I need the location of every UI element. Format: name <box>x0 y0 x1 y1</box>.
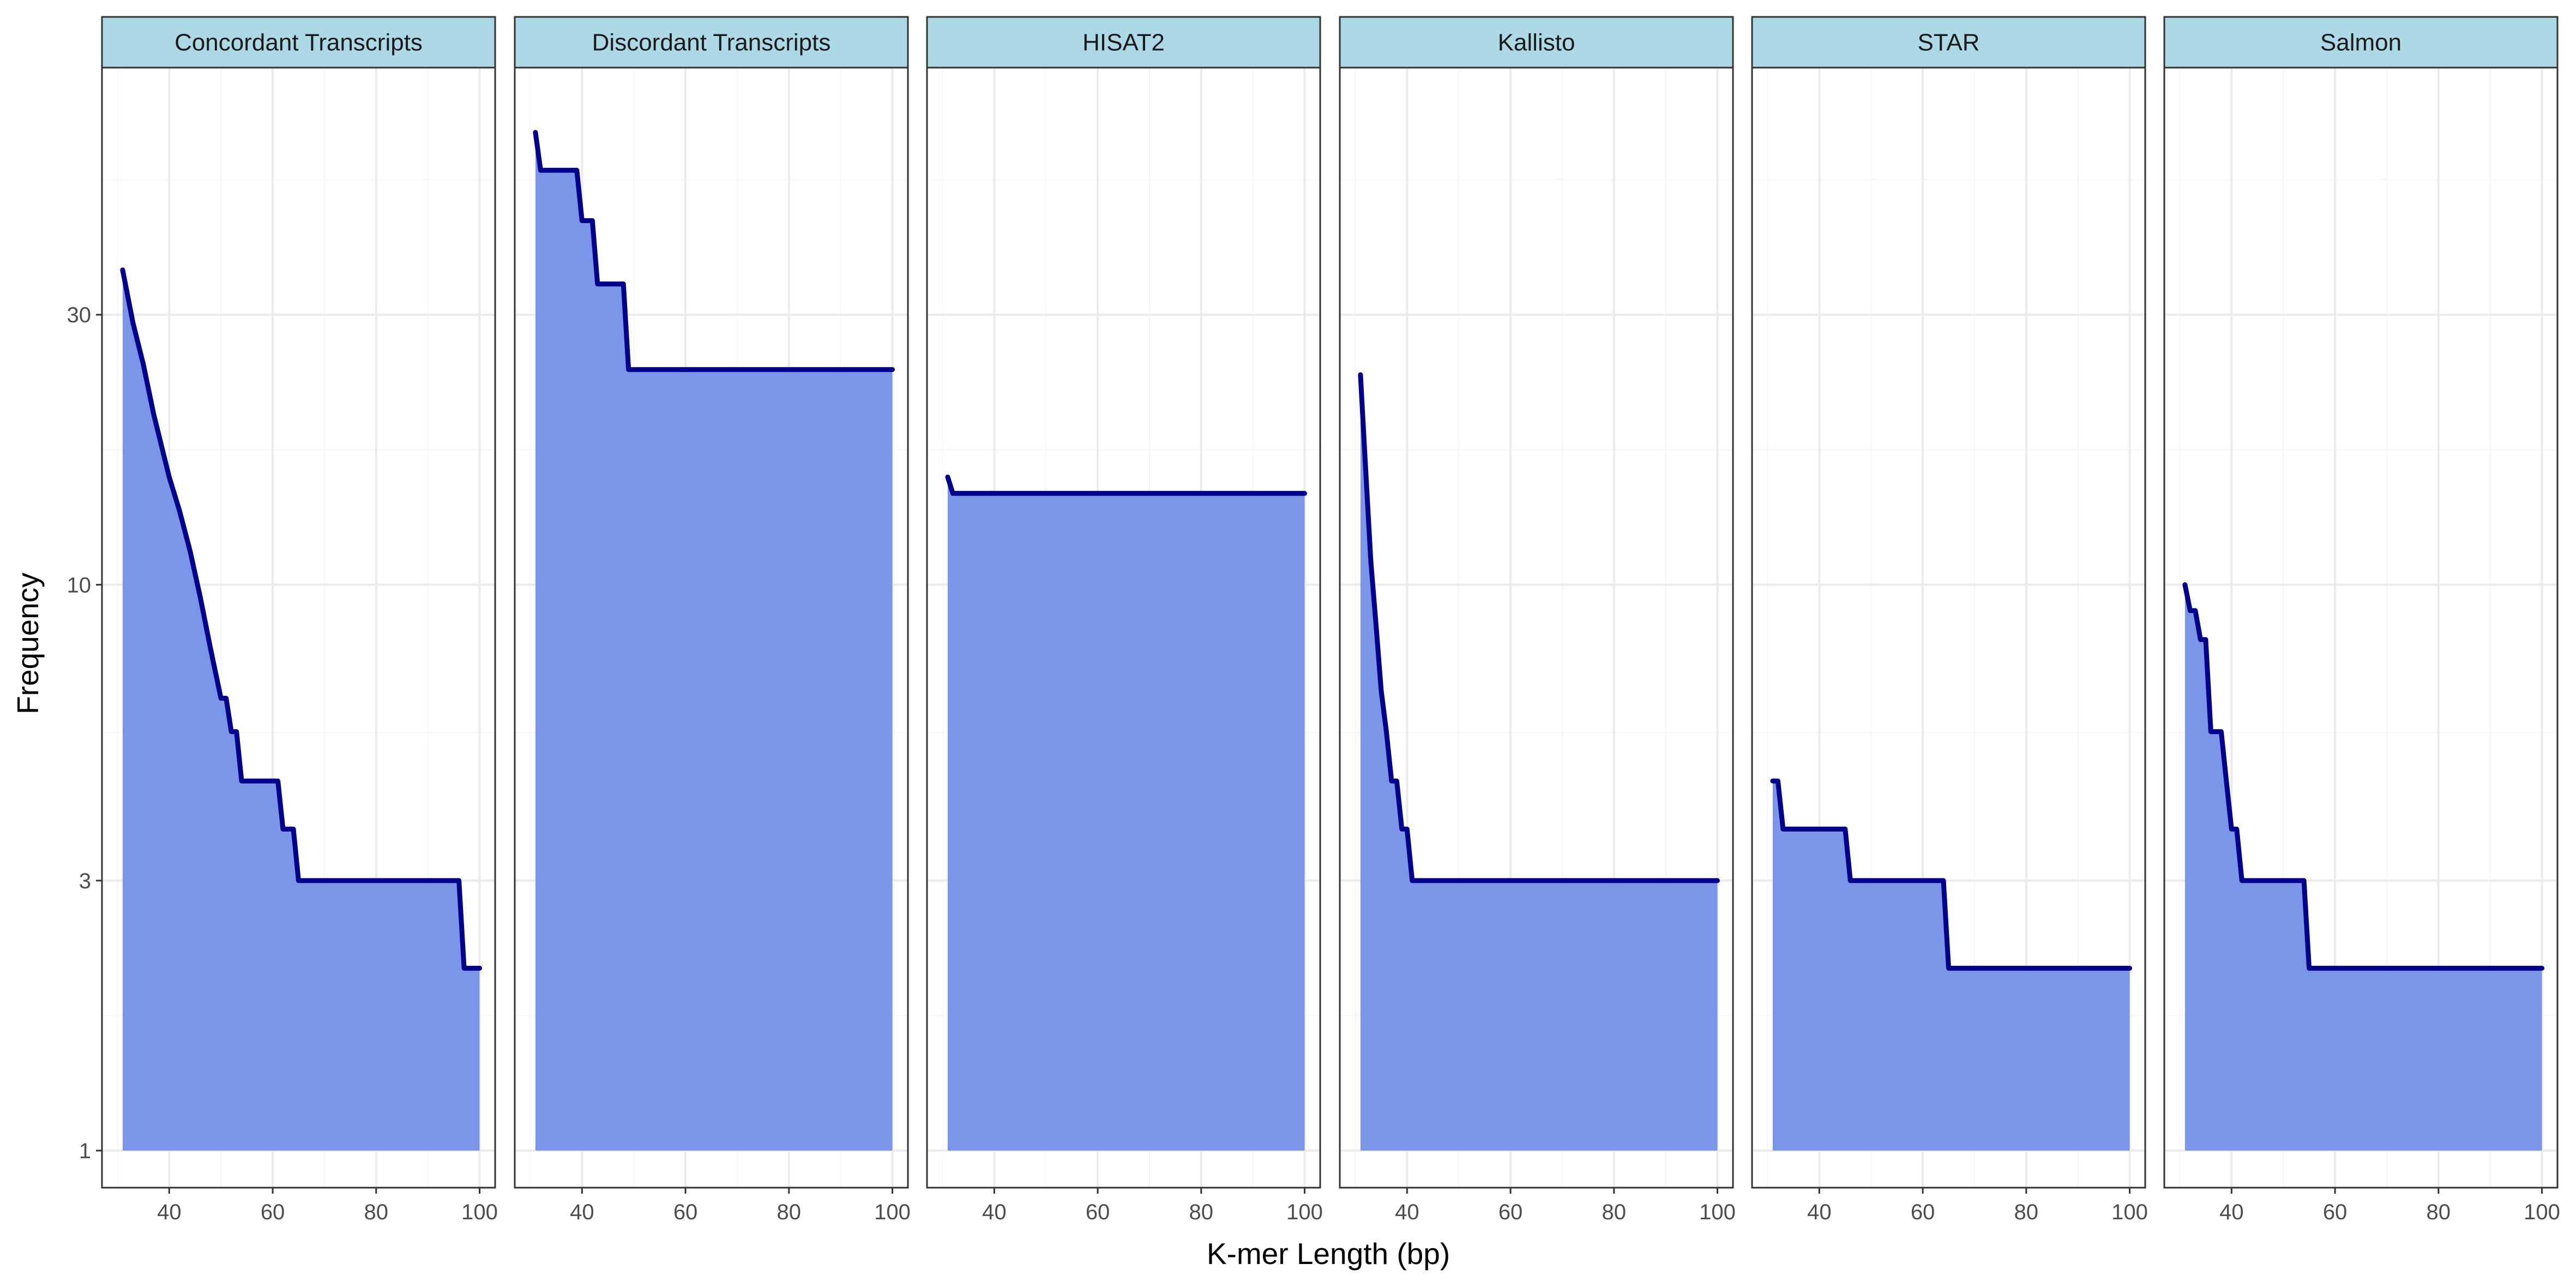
series-line <box>533 130 895 372</box>
series-line <box>1358 372 1720 883</box>
x-tick-label: 40 <box>157 1200 182 1224</box>
x-tick-label: 100 <box>2111 1200 2148 1224</box>
panel-border <box>514 67 909 1189</box>
series-area <box>947 477 1305 1151</box>
series-area <box>2184 585 2542 1151</box>
x-tick-label: 80 <box>1189 1200 1214 1224</box>
series-area <box>535 132 893 1151</box>
facet-strip-label: STAR <box>1917 29 1979 56</box>
facet-strip <box>1751 16 2146 69</box>
x-tick-label: 60 <box>673 1200 698 1224</box>
facet-strip <box>2163 16 2559 69</box>
series-area <box>122 270 480 1151</box>
x-tick-label: 100 <box>461 1200 498 1224</box>
panel-border <box>2163 67 2559 1189</box>
facet-panel: Discordant Transcripts 40 60 80 100 <box>514 16 911 1224</box>
series-line <box>120 267 482 971</box>
panel-border <box>101 67 496 1189</box>
panel-border <box>1751 67 2146 1189</box>
x-tick-label: 40 <box>1395 1200 1419 1224</box>
y-tick-label: 1 <box>79 1139 91 1163</box>
x-tick-label: 80 <box>1602 1200 1627 1224</box>
y-tick-label: 10 <box>67 573 92 597</box>
facet-panel: HISAT2 40 60 80 100 <box>926 16 1323 1224</box>
x-tick-label: 100 <box>874 1200 911 1224</box>
facet-strip <box>926 16 1321 69</box>
facet-strip <box>514 16 909 69</box>
series-line <box>2182 582 2544 971</box>
x-tick-label: 40 <box>982 1200 1007 1224</box>
x-tick-label: 80 <box>777 1200 802 1224</box>
x-tick-label: 60 <box>2323 1200 2348 1224</box>
facet-strip <box>101 16 496 69</box>
x-tick-label: 80 <box>2427 1200 2451 1224</box>
facet-strip-label: Salmon <box>2320 29 2402 56</box>
series-line <box>1770 778 2132 971</box>
x-tick-label: 80 <box>2014 1200 2039 1224</box>
series-area <box>1360 375 1718 1151</box>
facet-strip <box>1339 16 1734 69</box>
facet-panel: Concordant Transcripts 40 60 80 100 <box>101 16 498 1224</box>
x-tick-label: 60 <box>261 1200 285 1224</box>
facet-strip-label: Discordant Transcripts <box>592 29 831 56</box>
x-axis-title: K-mer Length (bp) <box>1207 1237 1450 1271</box>
y-axis-title: Frequency <box>11 573 45 714</box>
x-tick-label: 60 <box>1086 1200 1110 1224</box>
x-tick-label: 60 <box>1498 1200 1523 1224</box>
x-tick-label: 40 <box>1807 1200 1832 1224</box>
series-line <box>945 474 1307 496</box>
x-tick-label: 100 <box>1699 1200 1736 1224</box>
panel-border <box>926 67 1321 1189</box>
facet-strip-label: Concordant Transcripts <box>174 29 423 56</box>
facet-panel: STAR 40 60 80 100 <box>1751 16 2148 1224</box>
x-tick-label: 60 <box>1911 1200 1935 1224</box>
y-tick-label: 30 <box>67 303 92 327</box>
x-tick-label: 40 <box>570 1200 594 1224</box>
x-tick-label: 100 <box>1286 1200 1323 1224</box>
series-area <box>1772 781 2130 1151</box>
facet-panel: Kallisto 40 60 80 100 <box>1339 16 1736 1224</box>
facet-strip-label: HISAT2 <box>1082 29 1165 56</box>
x-tick-label: 40 <box>2219 1200 2244 1224</box>
facet-panel: Salmon 40 60 80 100 <box>2163 16 2560 1224</box>
x-tick-label: 100 <box>2524 1200 2560 1224</box>
panel-border <box>1339 67 1734 1189</box>
facet-strip-label: Kallisto <box>1498 29 1575 56</box>
x-tick-label: 80 <box>364 1200 389 1224</box>
y-tick-label: 3 <box>79 869 91 893</box>
